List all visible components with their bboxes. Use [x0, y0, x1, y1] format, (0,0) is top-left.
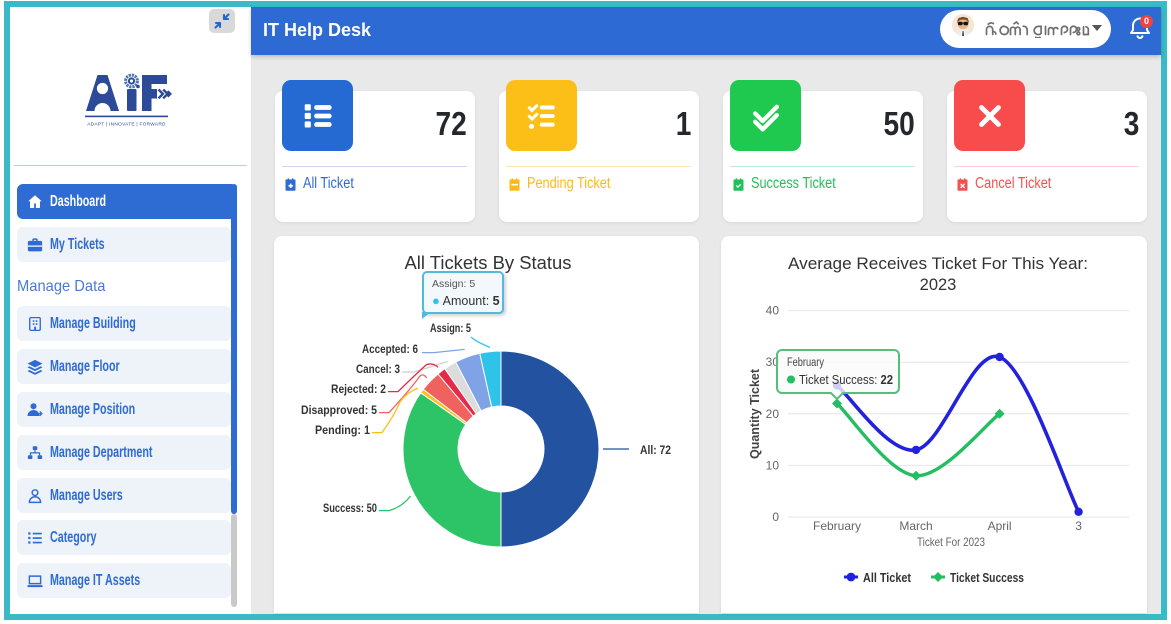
- svg-text:40: 40: [766, 304, 780, 318]
- svg-text:February: February: [813, 519, 861, 533]
- svg-text:Rejected: 2: Rejected: 2: [331, 382, 386, 396]
- svg-text:Ticket For 2023: Ticket For 2023: [917, 535, 985, 549]
- svg-text:March: March: [899, 519, 932, 533]
- svg-text:All Tickets By Status: All Tickets By Status: [405, 253, 572, 273]
- svg-text:Accepted: 6: Accepted: 6: [362, 342, 418, 356]
- svg-text:Assign: 5: Assign: 5: [430, 321, 471, 335]
- svg-text:February: February: [787, 357, 824, 369]
- svg-text:2023: 2023: [920, 276, 957, 294]
- svg-text:Disapproved: 5: Disapproved: 5: [301, 403, 377, 417]
- svg-text:Average Receives Ticket For Th: Average Receives Ticket For This Year:: [788, 255, 1088, 273]
- svg-text:10: 10: [766, 458, 780, 472]
- svg-text:Pending: 1: Pending: 1: [315, 423, 370, 437]
- svg-text:Ticket Success: Ticket Success: [950, 570, 1024, 585]
- svg-text:April: April: [988, 519, 1012, 533]
- svg-text:Ticket Success: 22: Ticket Success: 22: [799, 373, 893, 387]
- svg-text:ADAPT | INNOVATE | FORWARD: ADAPT | INNOVATE | FORWARD: [87, 121, 166, 127]
- svg-text:Success: 50: Success: 50: [323, 501, 377, 515]
- svg-text:Cancel: 3: Cancel: 3: [356, 362, 400, 376]
- svg-text:20: 20: [766, 407, 780, 421]
- svg-text:30: 30: [766, 355, 780, 369]
- svg-text:All Ticket: All Ticket: [863, 570, 912, 585]
- svg-text:3: 3: [1075, 519, 1082, 533]
- svg-text:0: 0: [772, 510, 779, 524]
- svg-text:Quantity Ticket: Quantity Ticket: [748, 368, 762, 459]
- svg-text:All: 72: All: 72: [640, 443, 671, 457]
